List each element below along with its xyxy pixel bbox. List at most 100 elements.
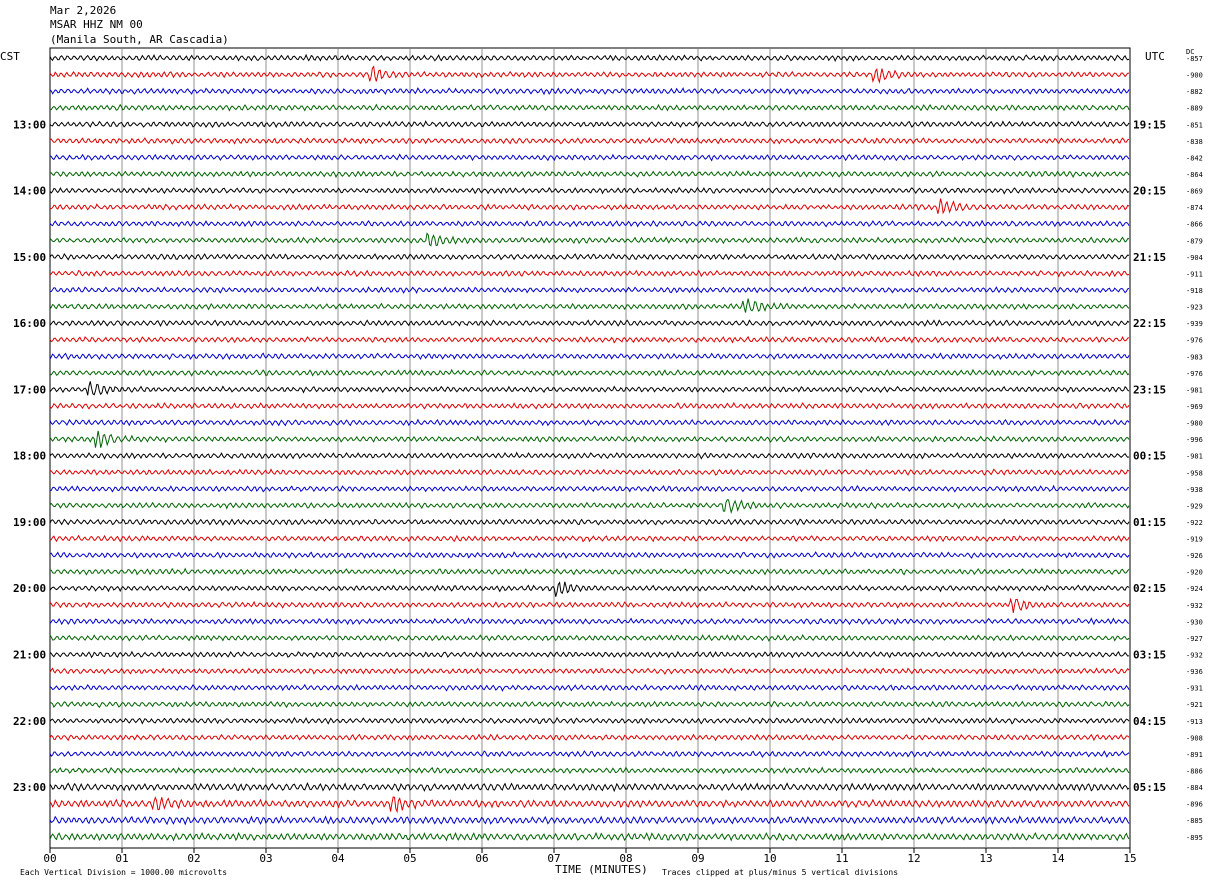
x-tick-label: 15	[1123, 852, 1136, 865]
cst-hour-label: 21:00	[13, 649, 46, 662]
dc-value: -842	[1186, 154, 1203, 162]
dc-value: -885	[1186, 817, 1203, 825]
dc-value: -981	[1186, 386, 1203, 394]
seismic-trace	[49, 368, 1130, 377]
seismic-trace	[49, 153, 1130, 162]
dc-value: -938	[1186, 486, 1203, 494]
dc-value: -896	[1186, 801, 1203, 809]
dc-value: -939	[1186, 320, 1203, 328]
seismic-trace	[49, 381, 1130, 396]
cst-hour-label: 14:00	[13, 185, 46, 198]
dc-value: -911	[1186, 270, 1203, 278]
seismic-trace	[49, 716, 1130, 725]
cst-hour-label: 23:00	[13, 781, 46, 794]
dc-value: -882	[1186, 88, 1203, 96]
cst-hour-label: 20:00	[13, 582, 46, 595]
seismic-trace	[49, 796, 1130, 814]
seismic-trace	[49, 815, 1130, 826]
x-tick-label: 13	[979, 852, 992, 865]
seismic-trace	[49, 551, 1130, 559]
seismic-trace	[49, 53, 1130, 62]
dc-value: -900	[1186, 72, 1203, 80]
cst-hour-label: 22:00	[13, 715, 46, 728]
utc-hour-label: 01:15	[1133, 516, 1166, 529]
clip-note: Traces clipped at plus/minus 5 vertical …	[662, 868, 899, 877]
seismic-trace	[49, 120, 1130, 129]
dc-value: -924	[1186, 585, 1203, 593]
seismic-trace	[49, 700, 1130, 709]
utc-hour-label: 05:15	[1133, 781, 1166, 794]
x-tick-label: 08	[619, 852, 632, 865]
utc-hour-label: 04:15	[1133, 715, 1166, 728]
utc-hour-label: 20:15	[1133, 185, 1166, 198]
dc-value: -864	[1186, 171, 1203, 179]
dc-value: -895	[1186, 834, 1203, 842]
seismic-trace	[49, 219, 1130, 228]
x-tick-label: 00	[43, 852, 56, 865]
utc-hour-label: 02:15	[1133, 582, 1166, 595]
dc-value: -922	[1186, 519, 1203, 527]
dc-value: -886	[1186, 768, 1203, 776]
cst-hour-label: 19:00	[13, 516, 46, 529]
dc-value: -879	[1186, 237, 1203, 245]
dc-value: -869	[1186, 188, 1203, 196]
dc-value: -981	[1186, 453, 1203, 461]
dc-value: -866	[1186, 221, 1203, 229]
dc-value: -983	[1186, 353, 1203, 361]
vertical-scale-note: Each Vertical Division = 1000.00 microvo…	[20, 868, 228, 877]
dc-value: -874	[1186, 204, 1203, 212]
dc-value: -889	[1186, 105, 1203, 113]
utc-hour-label: 22:15	[1133, 317, 1166, 330]
seismic-trace	[49, 269, 1130, 278]
seismic-trace	[49, 136, 1130, 145]
dc-value: -969	[1186, 403, 1203, 411]
seismic-trace	[49, 319, 1130, 328]
seismic-trace	[50, 103, 1130, 112]
dc-value: -884	[1186, 784, 1203, 792]
x-tick-label: 02	[187, 852, 200, 865]
seismic-trace	[49, 597, 1130, 613]
utc-hour-label: 03:15	[1133, 649, 1166, 662]
seismic-trace	[49, 430, 1130, 448]
x-tick-label: 03	[259, 852, 272, 865]
seismic-trace	[49, 232, 1130, 247]
x-tick-label: 14	[1051, 852, 1065, 865]
utc-hour-label: 00:15	[1133, 450, 1166, 463]
utc-hour-label: 21:15	[1133, 251, 1166, 264]
dc-value: -930	[1186, 618, 1203, 626]
seismic-trace	[49, 87, 1130, 96]
date-text: Mar 2,2026	[50, 4, 117, 17]
seismic-trace	[49, 534, 1130, 543]
seismic-trace	[49, 831, 1130, 842]
dc-value: -913	[1186, 718, 1203, 726]
seismic-trace	[49, 683, 1130, 692]
location-text: (Manila South, AR Cascadia)	[50, 33, 229, 46]
seismic-trace	[49, 766, 1130, 775]
dc-value: -996	[1186, 436, 1203, 444]
dc-value: -891	[1186, 751, 1203, 759]
plot-frame	[49, 47, 1131, 849]
x-tick-label: 09	[691, 852, 704, 865]
seismic-trace	[49, 352, 1130, 361]
seismic-trace	[49, 581, 1130, 597]
cst-hour-label: 18:00	[13, 450, 46, 463]
x-tick-label: 04	[331, 852, 345, 865]
dc-value: -926	[1186, 552, 1203, 560]
dc-value: -976	[1186, 337, 1203, 345]
seismic-trace	[49, 170, 1130, 179]
seismic-trace	[49, 617, 1130, 626]
dc-value: -932	[1186, 602, 1203, 610]
dc-value: -976	[1186, 370, 1203, 378]
seismic-trace	[49, 418, 1130, 427]
seismic-trace	[49, 518, 1130, 527]
x-tick-label: 12	[907, 852, 920, 865]
seismic-trace	[49, 650, 1130, 659]
utc-hour-label: 23:15	[1133, 383, 1166, 396]
seismic-trace	[49, 484, 1130, 493]
x-axis-title: TIME (MINUTES)	[555, 863, 648, 876]
seismic-trace	[49, 499, 1130, 515]
cst-hour-label: 15:00	[13, 251, 46, 264]
dc-value: -919	[1186, 536, 1203, 544]
seismic-trace	[49, 65, 1130, 84]
seismic-trace	[49, 451, 1130, 460]
